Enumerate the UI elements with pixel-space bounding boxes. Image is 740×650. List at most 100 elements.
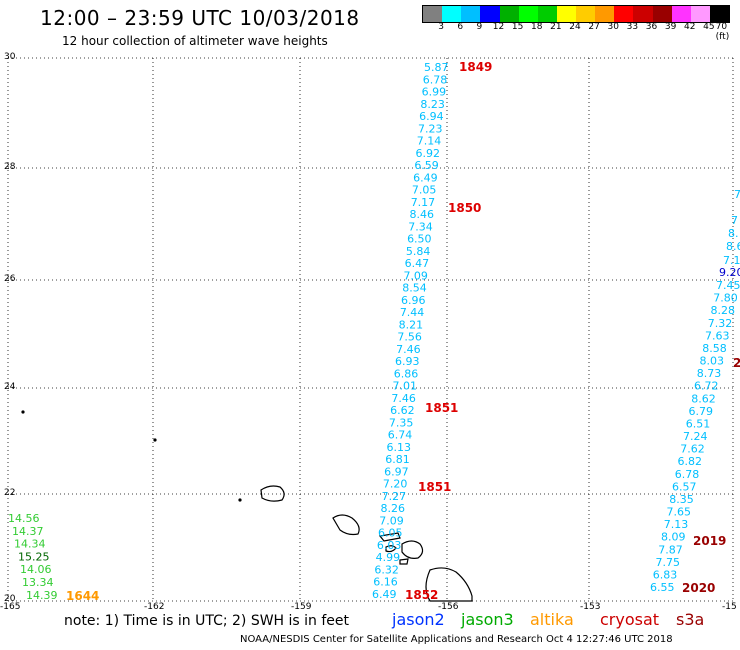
colorbar-swatch — [633, 6, 653, 22]
swh-value: 8.09 — [661, 531, 686, 544]
colorbar-swatch — [499, 6, 519, 22]
swh-value: 6.47 — [405, 257, 430, 270]
swh-value: 8.58 — [702, 342, 727, 355]
map-grid — [7, 57, 734, 602]
kahoolawe-island — [399, 558, 409, 565]
colorbar-swatch — [576, 6, 596, 22]
colorbar-label: 24 — [569, 22, 581, 32]
pass-time-label: 2020 — [682, 581, 715, 595]
swh-value: 7.09 — [403, 269, 428, 282]
swh-value: 6.96 — [401, 294, 426, 307]
swh-value: 7.80 — [713, 292, 738, 305]
colorbar-label: 15 — [511, 22, 524, 32]
lat-label: 22 — [4, 488, 16, 498]
colorbar-label: 3 — [438, 22, 444, 32]
swh-value: 9.20 — [719, 266, 740, 279]
legend-s3a: s3a — [676, 610, 705, 629]
colorbar-label: 36 — [645, 22, 658, 32]
colorbar-labels: 3 6 9 12 15 18 21 24 27 30 33 36 39 42 45 70 (ft) — [422, 22, 729, 42]
swh-value: 6.97 — [384, 465, 409, 478]
colorbar-label: 12 — [492, 22, 505, 32]
swh-value: 6.16 — [373, 576, 398, 589]
swh-value: 6.51 — [686, 417, 711, 430]
swh-value: 6.55 — [650, 581, 675, 594]
swh-value: 8.35 — [669, 493, 694, 506]
swh-value: 6.50 — [407, 233, 432, 246]
lat-label: 20 — [4, 594, 16, 604]
pass-time-label: 2 — [733, 356, 740, 370]
swh-value: 6.13 — [387, 441, 412, 454]
swh-value: 8.28 — [711, 304, 736, 317]
colorbar-swatch — [423, 6, 443, 22]
colorbar-swatch — [461, 6, 481, 22]
legend-jason3: jason3 — [461, 610, 514, 629]
lon-label: -159 — [291, 602, 312, 612]
swh-value: 7.14 — [417, 135, 442, 148]
swh-value: 8.23 — [420, 98, 445, 111]
swh-value: 7 — [734, 188, 740, 201]
swh-value: 7.56 — [397, 331, 422, 344]
jason2-track-main: 5.876.786.998.236.947.237.146.926.596.49… — [372, 60, 492, 602]
credit-line: NOAA/NESDIS Center for Satellite Applica… — [240, 634, 673, 645]
swh-value: 6.81 — [385, 453, 410, 466]
swh-value: 6.72 — [694, 380, 719, 393]
swh-value: 8.6 — [726, 240, 740, 253]
page-title: 12:00 – 23:59 UTC 10/03/2018 — [40, 6, 360, 30]
swh-value: 6.83 — [653, 568, 678, 581]
necker-island — [153, 438, 157, 442]
swh-value: 8.54 — [402, 282, 427, 295]
hawaiian-islands — [21, 410, 473, 602]
colorbar-swatch — [595, 6, 615, 22]
colorbar-label: 21 — [550, 22, 562, 32]
swh-value: 7.75 — [656, 556, 681, 569]
swh-value: 7.13 — [664, 518, 689, 531]
swh-value: 7.01 — [393, 380, 418, 393]
swh-value: 6.93 — [395, 355, 420, 368]
legend-altika: altika — [530, 610, 574, 629]
colorbar-swatch — [480, 6, 500, 22]
swh-value: 6.57 — [672, 480, 697, 493]
colorbar-label: 9 — [476, 22, 483, 32]
swh-value: 6.49 — [372, 588, 397, 601]
pass-time-label: 1852 — [405, 588, 438, 602]
hawaii-big-island — [425, 567, 473, 602]
maui-island — [401, 540, 424, 559]
swh-value: 15.25 — [18, 550, 50, 563]
lon-label: -156 — [438, 602, 459, 612]
swh-value: 14.34 — [14, 538, 46, 551]
pass-time-label: 2019 — [693, 534, 726, 548]
swh-value: 7.23 — [418, 122, 443, 135]
colorbar — [422, 5, 730, 23]
colorbar-label: 33 — [626, 22, 639, 32]
swh-value: 6.59 — [414, 159, 439, 172]
swh-value: 6.82 — [678, 455, 703, 468]
swh-value: 8.46 — [409, 208, 434, 221]
page-subtitle: 12 hour collection of altimeter wave hei… — [62, 34, 328, 48]
colorbar-label: 70 (ft) — [715, 22, 730, 42]
colorbar-label: 18 — [531, 22, 543, 32]
lat-label: 30 — [4, 52, 16, 62]
swh-value: 6.94 — [419, 110, 444, 123]
jason2-track-east: 7.457.808.287.327.638.588.038.736.728.62… — [650, 188, 740, 595]
swh-value: 6.78 — [423, 73, 448, 86]
colorbar-swatch — [652, 6, 672, 22]
swh-value: 8.03 — [700, 355, 725, 368]
lanai-island — [385, 545, 397, 553]
swh-value: 7.46 — [396, 343, 421, 356]
colorbar-swatch — [442, 6, 462, 22]
swh-value: 8. — [728, 227, 739, 240]
swh-value: 14.56 — [8, 512, 40, 525]
swh-value: 8.62 — [691, 392, 716, 405]
swh-value: 6.49 — [413, 171, 438, 184]
oahu-island — [332, 514, 360, 536]
swh-value: 8.21 — [399, 318, 424, 331]
swh-value: 7.63 — [705, 329, 730, 342]
swh-value: 7.24 — [683, 430, 708, 443]
swh-value: 14.39 — [26, 589, 58, 602]
swh-value: 8.26 — [380, 502, 405, 515]
lon-label: -165 — [0, 602, 21, 612]
colorbar-swatch — [556, 6, 576, 22]
swh-value: 14.06 — [20, 563, 52, 576]
swh-value: 6.05 — [378, 527, 403, 540]
